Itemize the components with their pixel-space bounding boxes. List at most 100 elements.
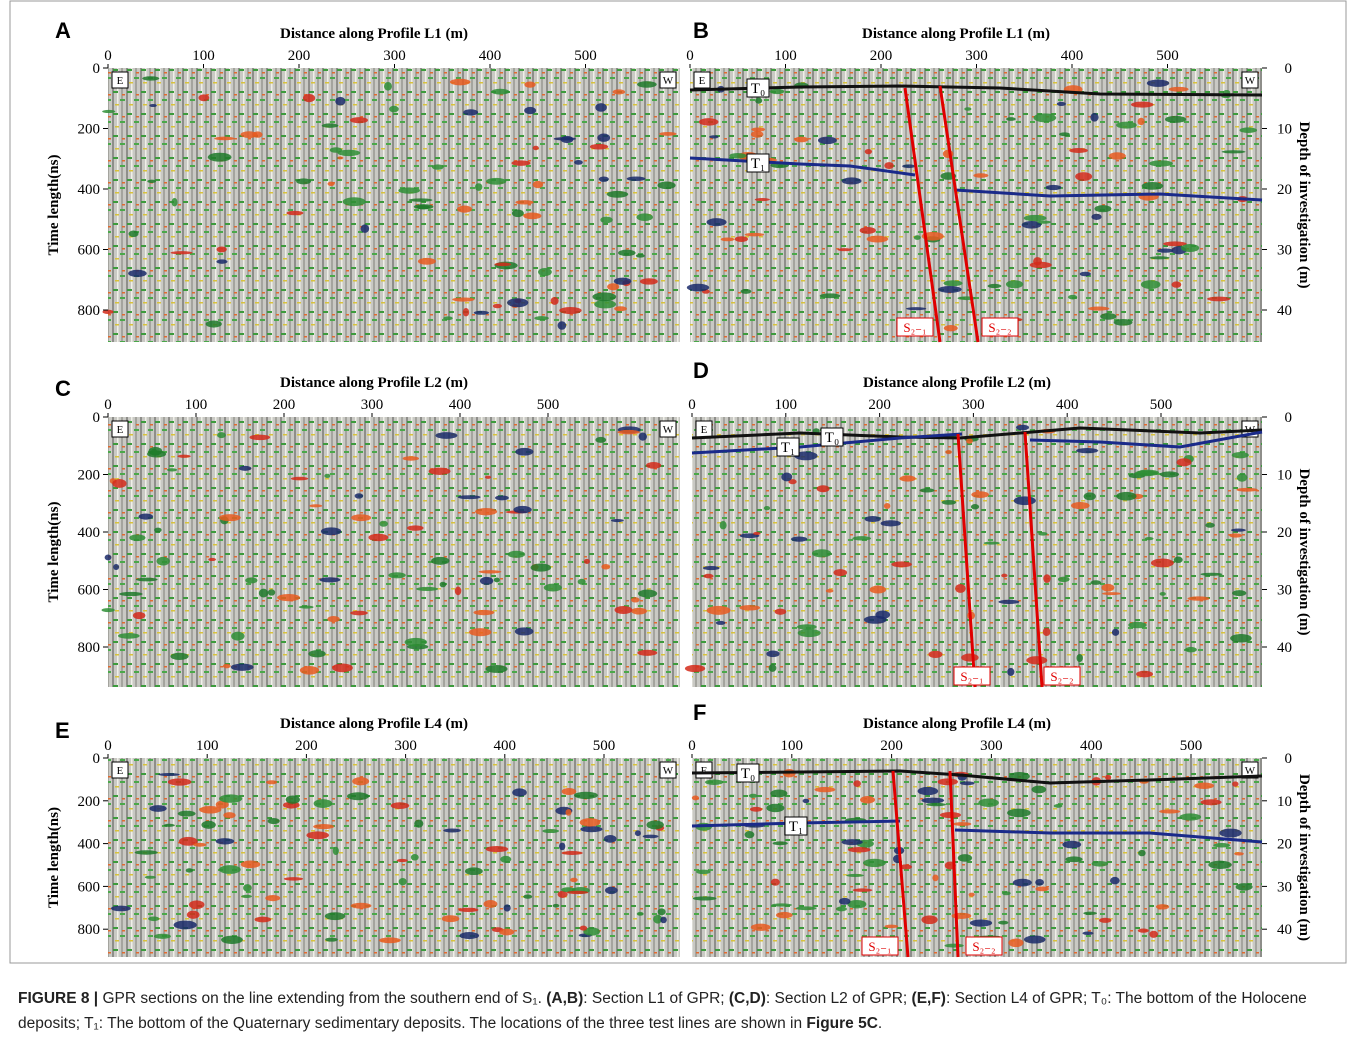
reflection — [1194, 782, 1215, 789]
y2-tick-label: 10 — [1277, 468, 1292, 484]
mark-label: T₀ — [751, 81, 765, 97]
mark-box — [736, 763, 760, 783]
x-axis-title: Distance along Profile L1 (m) — [280, 26, 468, 42]
reflection — [862, 858, 886, 868]
mark-box — [965, 936, 1003, 956]
gpr-section — [108, 758, 680, 957]
reflection — [944, 943, 964, 948]
reflection — [1007, 667, 1015, 676]
x-tick-label: 0 — [688, 397, 696, 413]
reflection — [515, 200, 534, 205]
y-tick-label: 400 — [78, 182, 101, 198]
mark-label: T₁ — [751, 156, 765, 172]
reflection — [971, 491, 989, 498]
t1-line — [954, 188, 1263, 202]
reflection — [156, 556, 170, 566]
reflection — [299, 665, 320, 675]
reflection — [492, 303, 502, 309]
panel-letter: D — [693, 358, 709, 383]
reflection — [637, 649, 658, 656]
reflection — [398, 878, 407, 886]
reflection — [511, 209, 524, 218]
reflection — [686, 283, 710, 292]
reflection — [112, 479, 127, 488]
x-tick-label: 500 — [537, 397, 560, 413]
reflection — [1176, 458, 1192, 467]
y-axis-title: Time length(ns) — [46, 502, 62, 603]
reflection — [968, 892, 975, 897]
reflection — [207, 152, 232, 162]
reflection — [606, 190, 629, 198]
x-axis-title: Distance along Profile L2 (m) — [863, 375, 1051, 391]
panel-letter: A — [55, 18, 71, 43]
reflection — [147, 179, 157, 184]
reflection — [1091, 213, 1102, 220]
reflection — [485, 664, 508, 673]
reflection — [937, 778, 959, 786]
reflection — [286, 210, 304, 216]
reflection — [414, 819, 424, 828]
reflection — [634, 830, 641, 837]
reflection — [298, 605, 314, 609]
end-label: W — [1245, 765, 1256, 777]
reflection — [486, 177, 507, 185]
reflection — [612, 89, 626, 95]
reflection — [1187, 596, 1210, 601]
y-tick-label: 0 — [93, 410, 101, 426]
reflection — [241, 894, 253, 899]
x-tick-label: 100 — [192, 48, 215, 64]
reflection — [919, 488, 935, 493]
reflection — [611, 518, 624, 523]
x-tick-label: 400 — [479, 48, 502, 64]
reflection — [884, 162, 894, 169]
reflection — [1108, 152, 1126, 160]
reflection — [891, 561, 912, 568]
reflection — [219, 794, 243, 803]
caption: FIGURE 8 | GPR sections on the line exte… — [18, 986, 1338, 1036]
reflection — [494, 262, 512, 267]
reflection — [941, 499, 957, 505]
reflection — [684, 664, 706, 673]
y2-tick-label: 40 — [1277, 640, 1292, 656]
reflection — [1031, 785, 1047, 794]
reflection — [720, 237, 735, 242]
end-label: E — [117, 765, 124, 777]
reflection — [483, 900, 498, 908]
y2-tick-label: 30 — [1277, 583, 1292, 599]
reflection — [921, 797, 945, 804]
reflection — [177, 810, 196, 817]
x-tick-label: 500 — [1180, 738, 1203, 754]
reflection — [771, 903, 793, 907]
reflection — [614, 306, 627, 312]
reflection — [653, 914, 663, 924]
reflection — [240, 131, 258, 139]
reflection — [475, 507, 498, 516]
reflection — [102, 309, 114, 315]
reflection — [1229, 533, 1243, 538]
x-tick-label: 400 — [1056, 397, 1079, 413]
reflection — [428, 467, 451, 475]
reflection — [839, 897, 851, 905]
reflection — [966, 438, 973, 444]
reflection — [744, 831, 755, 839]
reflection — [1113, 319, 1133, 326]
mark-label: S₂₋₂ — [972, 939, 995, 954]
reflection — [557, 890, 568, 898]
reflection — [142, 76, 160, 81]
x-tick-label: 300 — [361, 397, 384, 413]
reflection — [186, 910, 200, 919]
reflection — [998, 920, 1009, 925]
y2-axis-title: Depth of investigation (m) — [1296, 774, 1312, 941]
reflection — [342, 197, 366, 207]
reflection — [703, 573, 714, 579]
reflection — [1159, 591, 1166, 596]
reflection — [302, 93, 316, 103]
x-tick-label: 200 — [868, 397, 891, 413]
reflection — [267, 818, 280, 825]
reflection — [350, 117, 368, 124]
reflection — [589, 143, 609, 150]
mark-label: S₂₋₂ — [1050, 669, 1073, 684]
reflection — [565, 809, 572, 816]
reflection — [1023, 214, 1047, 222]
reflection — [134, 850, 158, 855]
